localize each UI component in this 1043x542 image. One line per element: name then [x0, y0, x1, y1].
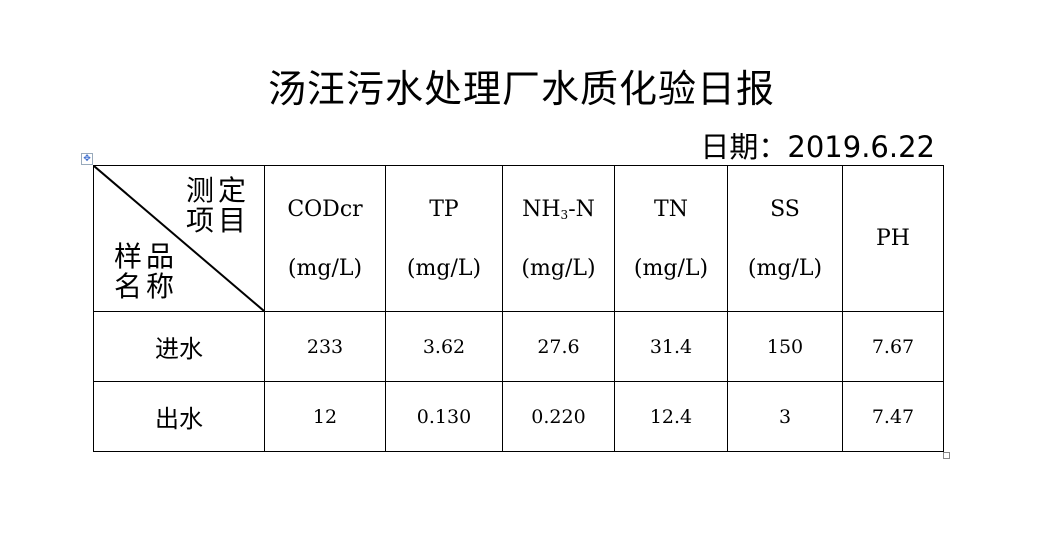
header-row: 测定 项目 样品 名称 CODcr (mg/L) TP (mg/L) NH3-N (mg/…	[93, 165, 944, 312]
report-title: 汤汪污水处理厂水质化验日报	[267, 67, 775, 111]
corner-cell: 测定 项目 样品 名称	[93, 165, 265, 312]
diagonal-line	[94, 166, 264, 311]
cell-value: 0.130	[385, 381, 503, 452]
table-row: 进水 233 3.62 27.6 31.4 150 7.67	[93, 311, 944, 382]
table-row: 出水 12 0.130 0.220 12.4 3 7.47	[93, 381, 944, 452]
corner-bottom-label: 样品 名称	[114, 240, 179, 303]
row-label: 进水	[93, 311, 265, 382]
cell-value: 7.67	[842, 311, 944, 382]
water-quality-table: 测定 项目 样品 名称 CODcr (mg/L) TP (mg/L) NH3-N (mg/…	[93, 165, 944, 452]
report-date: 日期：2019.6.22	[700, 130, 935, 164]
header-nh3n: NH3-N (mg/L)	[502, 165, 615, 312]
table-resize-handle[interactable]	[943, 452, 950, 459]
header-ss: SS (mg/L)	[727, 165, 843, 312]
cell-value: 3.62	[385, 311, 503, 382]
cell-value: 0.220	[502, 381, 615, 452]
cell-value: 233	[264, 311, 386, 382]
cell-value: 150	[727, 311, 843, 382]
cell-value: 12.4	[614, 381, 728, 452]
header-codcr: CODcr (mg/L)	[264, 165, 386, 312]
corner-top-label: 测定 项目	[185, 174, 250, 237]
cell-value: 7.47	[842, 381, 944, 452]
cell-value: 27.6	[502, 311, 615, 382]
table-move-handle-icon[interactable]: ✥	[81, 153, 93, 165]
header-ph: PH	[842, 165, 944, 312]
cell-value: 12	[264, 381, 386, 452]
cell-value: 3	[727, 381, 843, 452]
header-tn: TN (mg/L)	[614, 165, 728, 312]
cell-value: 31.4	[614, 311, 728, 382]
row-label: 出水	[93, 381, 265, 452]
header-tp: TP (mg/L)	[385, 165, 503, 312]
